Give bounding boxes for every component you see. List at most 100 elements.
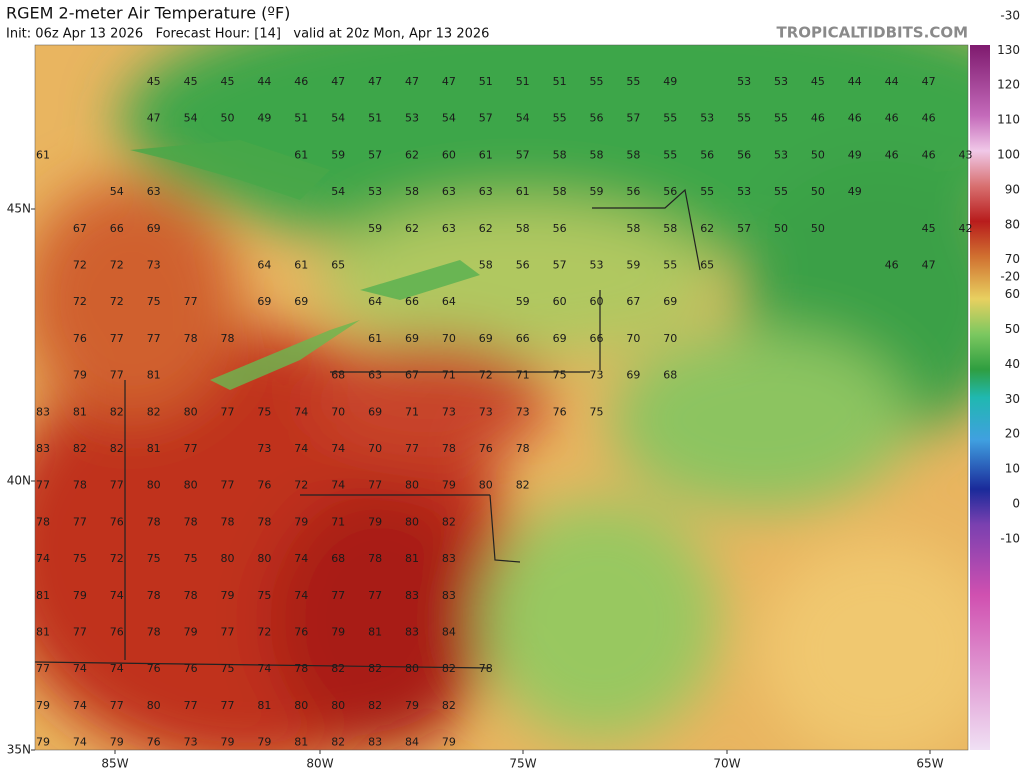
temperature-label: 53 — [737, 185, 751, 198]
temperature-label: 77 — [184, 699, 198, 712]
temperature-label: 82 — [442, 662, 456, 675]
temperature-label: 47 — [331, 75, 345, 88]
temperature-label: 61 — [294, 148, 308, 161]
temperature-label: 69 — [553, 332, 567, 345]
temperature-label: 75 — [221, 662, 235, 675]
temperature-label: 73 — [516, 405, 530, 418]
temperature-label: 68 — [663, 369, 677, 382]
temperature-label: 69 — [626, 369, 640, 382]
temperature-label: 79 — [110, 736, 124, 749]
temperature-label: 82 — [442, 699, 456, 712]
temperature-label: 77 — [110, 369, 124, 382]
temperature-label: 78 — [294, 662, 308, 675]
temperature-label: 82 — [331, 736, 345, 749]
temperature-label: 57 — [516, 148, 530, 161]
longitude-label: 75W — [509, 757, 536, 771]
temperature-label: 72 — [110, 295, 124, 308]
temperature-label: 58 — [553, 185, 567, 198]
temperature-label: 47 — [405, 75, 419, 88]
temperature-label: 47 — [368, 75, 382, 88]
temperature-label: 73 — [479, 405, 493, 418]
colorbar-tick-label: 90 — [1005, 182, 1020, 196]
temperature-label: 82 — [73, 442, 87, 455]
temperature-label: 72 — [479, 369, 493, 382]
temperature-label: 56 — [626, 185, 640, 198]
temperature-label: 74 — [331, 442, 345, 455]
temperature-label: 65 — [331, 259, 345, 272]
temperature-label: 80 — [405, 662, 419, 675]
temperature-label: 82 — [516, 479, 530, 492]
temperature-label: 81 — [36, 626, 50, 639]
temperature-label: 78 — [257, 515, 271, 528]
temperature-label: 65 — [700, 259, 714, 272]
temperature-label: 51 — [294, 112, 308, 125]
temperature-label: 81 — [368, 626, 382, 639]
temperature-label: 55 — [663, 112, 677, 125]
temperature-label: 69 — [479, 332, 493, 345]
temperature-label: 79 — [73, 369, 87, 382]
temperature-label: 70 — [626, 332, 640, 345]
longitude-label: 80W — [306, 757, 333, 771]
temperature-label: 76 — [553, 405, 567, 418]
temperature-label: 79 — [73, 589, 87, 602]
temperature-label: 79 — [442, 736, 456, 749]
temperature-label: 59 — [626, 259, 640, 272]
temperature-label: 78 — [221, 332, 235, 345]
temperature-label: 74 — [294, 442, 308, 455]
temperature-label: 68 — [331, 369, 345, 382]
temperature-label: 46 — [885, 259, 899, 272]
colorbar-tick-label: -10 — [1000, 531, 1020, 545]
temperature-label: 51 — [479, 75, 493, 88]
temperature-label: 82 — [147, 405, 161, 418]
temperature-label: 54 — [331, 112, 345, 125]
temperature-label: 49 — [663, 75, 677, 88]
temperature-label: 59 — [368, 222, 382, 235]
temperature-label: 83 — [405, 589, 419, 602]
temperature-label: 69 — [663, 295, 677, 308]
temperature-label: 54 — [331, 185, 345, 198]
temperature-label: 53 — [368, 185, 382, 198]
temperature-label: 73 — [147, 259, 161, 272]
temperature-label: 76 — [110, 515, 124, 528]
temperature-label: 46 — [922, 148, 936, 161]
subtitle: Init: 06z Apr 13 2026 Forecast Hour: [14… — [6, 27, 489, 42]
temperature-label: 83 — [405, 626, 419, 639]
temperature-label: 74 — [294, 405, 308, 418]
temperature-label: 69 — [294, 295, 308, 308]
temperature-label: 57 — [626, 112, 640, 125]
temperature-label: 57 — [368, 148, 382, 161]
temperature-label: 63 — [368, 369, 382, 382]
temperature-label: 74 — [110, 589, 124, 602]
temperature-label: 61 — [368, 332, 382, 345]
temperature-label: 50 — [811, 185, 825, 198]
temperature-label: 69 — [368, 405, 382, 418]
temperature-label: 57 — [479, 112, 493, 125]
temperature-label: 43 — [959, 148, 973, 161]
temperature-label: 70 — [442, 332, 456, 345]
temperature-label: 59 — [516, 295, 530, 308]
temperature-label: 64 — [442, 295, 456, 308]
temperature-label: 81 — [257, 699, 271, 712]
temperature-label: 72 — [73, 259, 87, 272]
temperature-label: 77 — [184, 295, 198, 308]
temperature-label: 77 — [110, 479, 124, 492]
temperature-label: 73 — [257, 442, 271, 455]
temperature-label: 81 — [405, 552, 419, 565]
colorbar-tick-label: 130 — [997, 43, 1020, 57]
temperature-label: 74 — [73, 699, 87, 712]
temperature-label: 45 — [811, 75, 825, 88]
temperature-label: 76 — [110, 626, 124, 639]
temperature-label: 77 — [221, 699, 235, 712]
temperature-label: 75 — [257, 405, 271, 418]
temperature-label: 49 — [257, 112, 271, 125]
temperature-label: 54 — [516, 112, 530, 125]
colorbar-tick-label: -30 — [1000, 9, 1020, 23]
colorbar-tick-label: 110 — [997, 113, 1020, 127]
temperature-label: 76 — [294, 626, 308, 639]
temperature-label: 78 — [147, 626, 161, 639]
temperature-label: 80 — [405, 479, 419, 492]
temperature-label: 63 — [442, 222, 456, 235]
temperature-label: 73 — [184, 736, 198, 749]
temperature-label: 78 — [516, 442, 530, 455]
